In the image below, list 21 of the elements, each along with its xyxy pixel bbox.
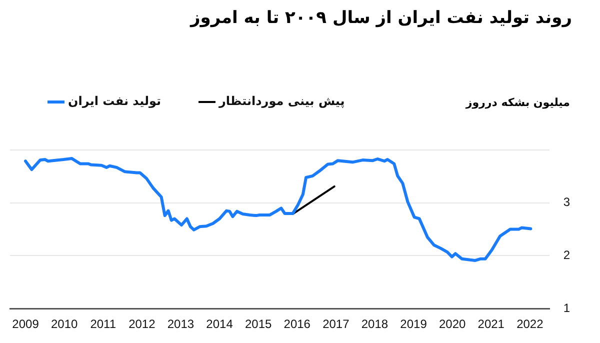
x-tick-label: 2009	[12, 317, 40, 332]
x-tick-label: 2017	[322, 317, 350, 332]
x-tick-label: 2022	[516, 317, 544, 332]
x-tick-label: 2019	[400, 317, 428, 332]
x-tick-label: 2011	[90, 317, 116, 332]
x-tick-label: 2015	[244, 317, 272, 332]
x-tick-label: 2014	[206, 317, 234, 332]
x-tick-label: 2016	[284, 317, 311, 332]
y-tick-label: 2	[563, 248, 570, 262]
x-tick-label: 2012	[128, 317, 156, 332]
y-axis-title: میلیون بشکه درروز	[466, 96, 570, 109]
legend-label: تولید نفت ایران	[68, 94, 162, 108]
chart-title: روند تولید نفت ایران از سال ۲۰۰۹ تا به امروز	[190, 8, 572, 28]
x-tick-label: 2013	[167, 317, 194, 332]
x-tick-label: 2010	[50, 317, 78, 332]
y-tick-label: 1	[563, 300, 570, 315]
legend-label: پیش بینی موردانتظار	[218, 94, 345, 108]
x-tick-label: 2021	[478, 317, 505, 332]
x-tick-label: 2018	[361, 317, 388, 332]
y-tick-label: 3	[563, 195, 570, 210]
x-tick-label: 2020	[438, 317, 466, 332]
